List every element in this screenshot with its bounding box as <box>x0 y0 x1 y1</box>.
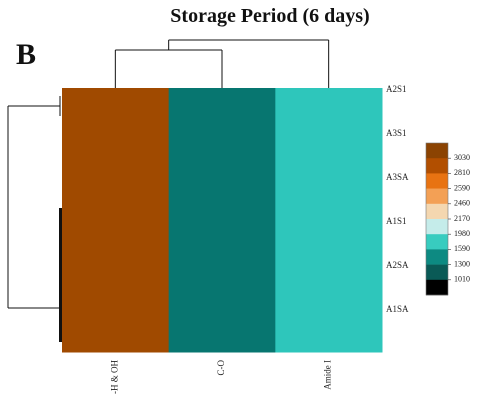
legend-label: 2810 <box>454 168 470 177</box>
legend-label: 1300 <box>454 259 470 268</box>
heatmap-cell <box>168 264 276 309</box>
color-legend: 3030 2810 2590 2460 2170 1980 1590 1300 1010 <box>425 142 470 296</box>
heatmap-cell <box>275 308 383 353</box>
legend-swatch <box>426 249 448 265</box>
heatmap-cell <box>62 132 170 177</box>
row-label: A3SA <box>386 172 409 182</box>
heatmap-cell <box>62 176 170 221</box>
legend-label: 1590 <box>454 244 470 253</box>
legend-swatch <box>426 279 448 296</box>
heatmap-cell <box>275 88 383 133</box>
legend-swatch <box>426 219 448 235</box>
row-labels: A2S1 A3S1 A3SA A1S1 A2SA A1SA <box>386 84 409 314</box>
legend-label: 2460 <box>454 199 470 208</box>
heatmap-cell <box>62 88 170 133</box>
legend-label: 3030 <box>454 153 470 162</box>
heatmap-cell <box>275 176 383 221</box>
legend-swatch <box>426 203 448 220</box>
row-label: A3S1 <box>386 128 407 138</box>
row-dendrogram <box>7 96 62 342</box>
row-label: A2S1 <box>386 84 407 94</box>
row-label: A1S1 <box>386 216 407 226</box>
legend-label: 1980 <box>454 229 470 238</box>
heatmap-cell <box>275 220 383 265</box>
legend-swatch <box>426 173 448 189</box>
heatmap-cell <box>168 308 276 353</box>
legend-swatch <box>426 188 448 205</box>
heatmap-cell <box>62 264 170 309</box>
heatmap-cell <box>168 88 276 133</box>
heatmap-cell <box>275 132 383 177</box>
legend-swatch <box>426 264 448 281</box>
heatmap-cell <box>168 220 276 265</box>
column-label: Amide I <box>323 360 333 390</box>
heatmap-cell <box>62 220 170 265</box>
dendrogram-branch <box>59 208 62 342</box>
heatmap-cell <box>168 132 276 177</box>
column-label: C-O <box>216 360 226 376</box>
legend-label: 1010 <box>454 275 470 284</box>
heatmap-cells <box>62 88 383 353</box>
legend-swatch <box>426 143 448 159</box>
legend-swatch <box>426 234 448 250</box>
heatmap-cell <box>275 264 383 309</box>
column-label: -H & OH <box>109 360 119 394</box>
panel-label: B <box>16 38 36 71</box>
row-label: A1SA <box>386 304 409 314</box>
legend-label: 2590 <box>454 183 470 192</box>
column-dendrogram <box>114 39 330 88</box>
chart-title: Storage Period (6 days) <box>170 5 369 27</box>
heatmap-cell <box>62 308 170 353</box>
row-label: A2SA <box>386 260 409 270</box>
column-labels: -H & OH C-O Amide I <box>109 360 332 395</box>
legend-label: 2170 <box>454 214 470 223</box>
legend-swatch <box>426 158 448 174</box>
heatmap-cell <box>168 176 276 221</box>
